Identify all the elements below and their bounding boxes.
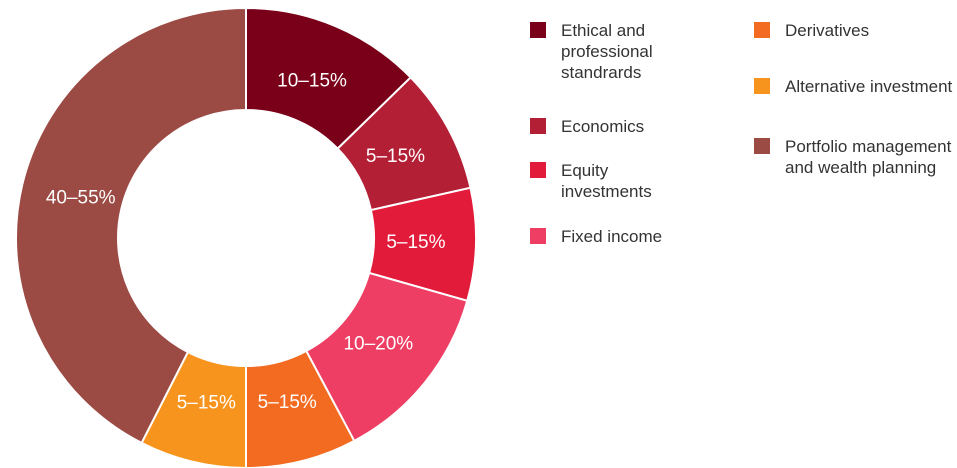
legend-swatch	[530, 162, 546, 178]
legend-label: Ethical and professional standrards	[561, 21, 653, 82]
data-label: 40–55%	[46, 187, 116, 208]
legend-label: Economics	[561, 117, 645, 136]
legend-swatch	[530, 228, 546, 244]
legend-item: Ethical and professional standrards	[530, 20, 691, 83]
data-label: 10–20%	[343, 334, 413, 355]
legend-swatch	[754, 22, 770, 38]
legend-swatch	[530, 118, 546, 134]
legend-item: Derivatives	[754, 20, 957, 41]
legend-item: Fixed income	[530, 226, 711, 247]
legend-label: Alternative investment	[785, 77, 953, 96]
donut-segment	[15, 6, 247, 445]
legend-label: Derivatives	[785, 21, 870, 40]
data-label: 5–15%	[258, 392, 317, 413]
legend-label: Equity investments	[561, 161, 652, 201]
legend-swatch	[754, 138, 770, 154]
data-label: 5–15%	[366, 146, 425, 167]
legend-item: Economics	[530, 116, 691, 137]
data-label: 5–15%	[177, 392, 236, 413]
data-label: 10–15%	[277, 70, 347, 91]
legend-label: Portfolio management and wealth planning	[785, 137, 952, 177]
legend-item: Equity investments	[530, 160, 691, 202]
data-label: 5–15%	[386, 232, 445, 253]
legend-item: Portfolio management and wealth planning	[754, 136, 957, 178]
legend-label: Fixed income	[561, 227, 663, 246]
legend-swatch	[530, 22, 546, 38]
legend-item: Alternative investment	[754, 76, 957, 97]
legend-swatch	[754, 78, 770, 94]
donut-segment	[245, 349, 356, 468]
